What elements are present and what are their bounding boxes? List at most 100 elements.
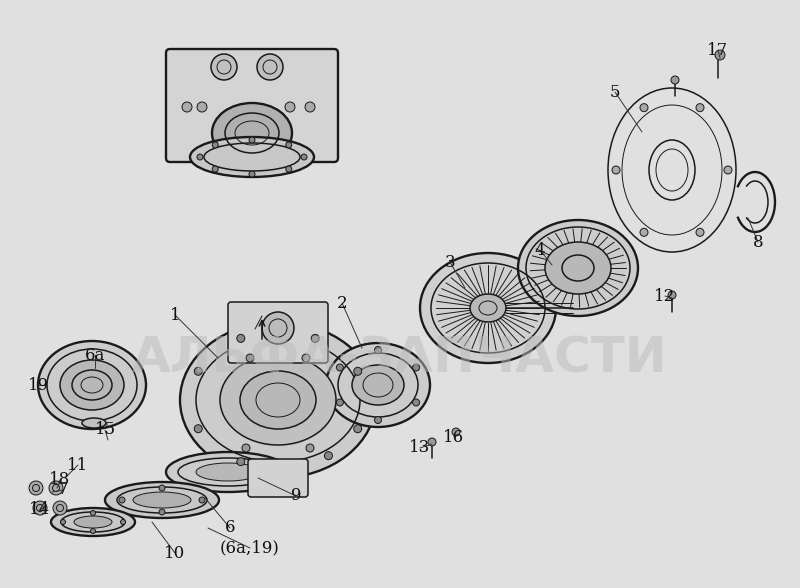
Text: 4: 4 xyxy=(534,242,546,259)
Text: 10: 10 xyxy=(164,544,186,562)
Circle shape xyxy=(249,137,255,143)
Text: 1: 1 xyxy=(170,306,180,323)
Text: 8: 8 xyxy=(753,233,763,250)
Text: АЛЬФА-ЗАПЧАСТИ: АЛЬФА-ЗАПЧАСТИ xyxy=(132,334,668,382)
Circle shape xyxy=(199,497,205,503)
Circle shape xyxy=(197,154,203,160)
Text: 5: 5 xyxy=(610,83,620,101)
Ellipse shape xyxy=(133,492,191,508)
Circle shape xyxy=(33,501,47,515)
Circle shape xyxy=(301,154,307,160)
Circle shape xyxy=(194,425,202,433)
Circle shape xyxy=(336,399,343,406)
Ellipse shape xyxy=(190,137,314,177)
Ellipse shape xyxy=(74,516,112,528)
Circle shape xyxy=(286,142,292,148)
Circle shape xyxy=(262,312,294,344)
Ellipse shape xyxy=(240,371,316,429)
FancyBboxPatch shape xyxy=(248,459,308,497)
Circle shape xyxy=(671,76,679,84)
Text: 17: 17 xyxy=(707,42,729,58)
Ellipse shape xyxy=(51,508,135,536)
Circle shape xyxy=(325,452,333,460)
Circle shape xyxy=(413,364,420,371)
Circle shape xyxy=(413,399,420,406)
Text: 14: 14 xyxy=(30,502,50,519)
Circle shape xyxy=(306,444,314,452)
Text: 13: 13 xyxy=(410,439,430,456)
Text: (6a,19): (6a,19) xyxy=(220,540,280,556)
Circle shape xyxy=(29,481,43,495)
Circle shape xyxy=(354,425,362,433)
Circle shape xyxy=(119,497,125,503)
Circle shape xyxy=(428,438,436,446)
Circle shape xyxy=(194,368,202,375)
Circle shape xyxy=(49,481,63,495)
Circle shape xyxy=(285,102,295,112)
Text: 16: 16 xyxy=(442,429,463,446)
Ellipse shape xyxy=(82,418,106,428)
Ellipse shape xyxy=(60,360,124,410)
Circle shape xyxy=(715,50,725,60)
Circle shape xyxy=(212,166,218,172)
Circle shape xyxy=(182,102,192,112)
Circle shape xyxy=(374,416,382,423)
FancyBboxPatch shape xyxy=(228,302,328,363)
Circle shape xyxy=(237,457,245,466)
Circle shape xyxy=(121,520,126,524)
Circle shape xyxy=(159,509,165,515)
Ellipse shape xyxy=(420,253,556,363)
Circle shape xyxy=(257,54,283,80)
Ellipse shape xyxy=(38,341,146,429)
Circle shape xyxy=(696,103,704,112)
Circle shape xyxy=(286,166,292,172)
Ellipse shape xyxy=(545,242,611,294)
Circle shape xyxy=(302,354,310,362)
Circle shape xyxy=(305,102,315,112)
Text: 2: 2 xyxy=(337,295,347,312)
Ellipse shape xyxy=(220,355,336,445)
Text: 6: 6 xyxy=(225,520,235,536)
Ellipse shape xyxy=(196,463,260,481)
Circle shape xyxy=(612,166,620,174)
Text: 18: 18 xyxy=(50,472,70,489)
Text: 3: 3 xyxy=(445,253,455,270)
Ellipse shape xyxy=(105,482,219,518)
Ellipse shape xyxy=(470,294,506,322)
Circle shape xyxy=(61,520,66,524)
Circle shape xyxy=(724,166,732,174)
FancyBboxPatch shape xyxy=(166,49,338,162)
Circle shape xyxy=(640,103,648,112)
Circle shape xyxy=(249,171,255,177)
Circle shape xyxy=(90,510,95,516)
Ellipse shape xyxy=(166,452,290,492)
Ellipse shape xyxy=(212,103,292,163)
Circle shape xyxy=(212,142,218,148)
Circle shape xyxy=(53,501,67,515)
Text: 15: 15 xyxy=(94,422,115,439)
Circle shape xyxy=(237,335,245,342)
Circle shape xyxy=(246,354,254,362)
Circle shape xyxy=(354,368,362,375)
Circle shape xyxy=(90,529,95,533)
Circle shape xyxy=(374,346,382,353)
Circle shape xyxy=(336,364,343,371)
Ellipse shape xyxy=(180,322,376,478)
Circle shape xyxy=(159,485,165,491)
Text: 12: 12 xyxy=(654,288,676,305)
Ellipse shape xyxy=(326,343,430,427)
Circle shape xyxy=(696,228,704,236)
Circle shape xyxy=(640,228,648,236)
Text: 19: 19 xyxy=(27,376,49,393)
Circle shape xyxy=(452,428,460,436)
Circle shape xyxy=(668,291,676,299)
Circle shape xyxy=(311,335,319,342)
Circle shape xyxy=(211,54,237,80)
Circle shape xyxy=(242,444,250,452)
Ellipse shape xyxy=(352,365,404,405)
Circle shape xyxy=(197,102,207,112)
Text: 6a: 6a xyxy=(85,346,105,363)
Text: 11: 11 xyxy=(67,456,89,473)
Text: 7: 7 xyxy=(58,482,68,499)
Ellipse shape xyxy=(518,220,638,316)
